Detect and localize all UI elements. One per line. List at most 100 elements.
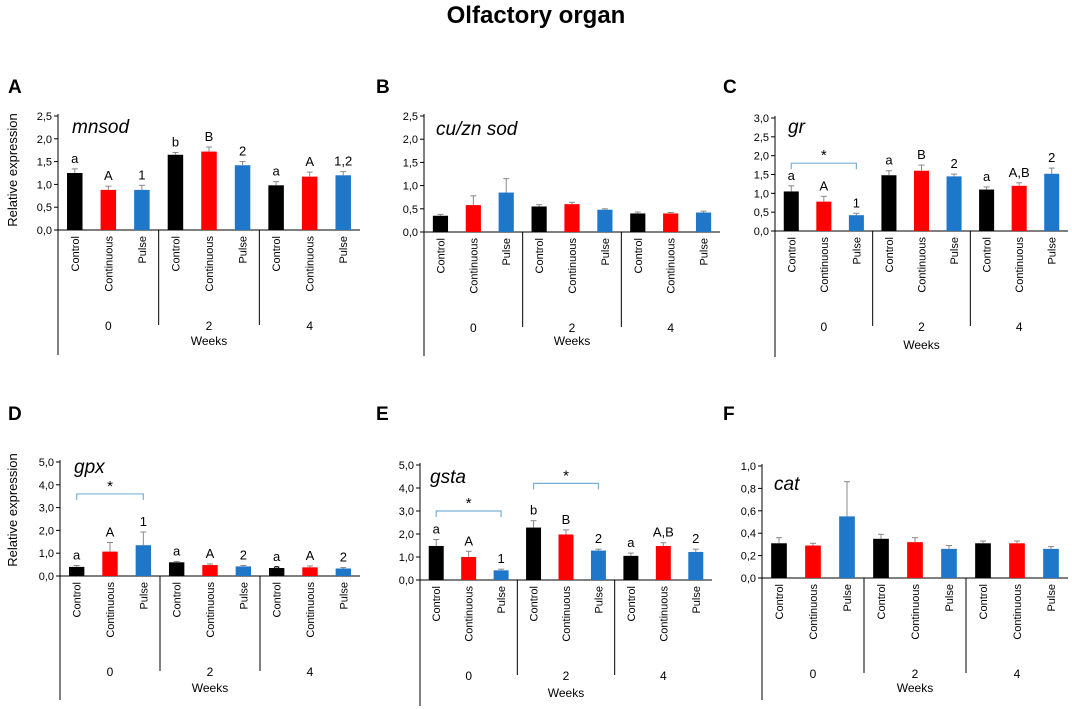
x-axis-label: Weeks <box>897 681 933 695</box>
bar-pulse <box>946 176 962 231</box>
panel-C: Cgr 0,0 0,5 1,0 1,5 2,0 2,5 3,0 0 a Control A Contin… <box>723 77 1068 357</box>
figure-title: Olfactory organ <box>446 2 626 29</box>
y-tick-label: 0,5 <box>403 204 418 216</box>
panel-letter: D <box>8 404 22 425</box>
group-label: 0 <box>105 319 112 333</box>
y-tick-label: 0,0 <box>741 573 756 585</box>
significance-label: 1 <box>138 167 145 182</box>
category-label: Pulse <box>699 238 711 266</box>
category-label: Continuous <box>910 584 922 640</box>
y-tick-label: 2,5 <box>37 111 52 123</box>
category-label: Continuous <box>666 238 678 294</box>
significance-label: 1 <box>853 195 860 210</box>
bar-pulse <box>498 192 514 232</box>
bar-continuous <box>907 542 923 578</box>
category-label: Control <box>272 582 284 617</box>
category-label: Pulse <box>593 586 605 614</box>
bar-control <box>630 213 646 232</box>
group-label: 0 <box>465 669 472 683</box>
significance-label: a <box>71 151 79 166</box>
bracket-star: * <box>563 467 569 484</box>
category-label: Pulse <box>238 582 250 610</box>
y-tick-label: 0,0 <box>754 226 769 238</box>
y-tick-label: 0,6 <box>741 506 756 518</box>
bar-continuous <box>100 189 117 230</box>
y-tick-label: 1,0 <box>403 181 418 193</box>
bar-pulse <box>695 212 712 232</box>
category-label: Pulse <box>338 582 350 610</box>
bar-control <box>783 191 799 231</box>
group-label: 2 <box>569 321 576 335</box>
significance-label: a <box>627 535 635 550</box>
gene-label: gpx <box>74 457 106 478</box>
y-axis-label: Relative expression <box>5 113 20 226</box>
significance-label: 2 <box>692 531 699 546</box>
category-label: Pulse <box>842 584 854 612</box>
group-label: 2 <box>207 665 214 679</box>
y-tick-label: 1,5 <box>37 157 52 169</box>
significance-label: 2 <box>239 144 246 159</box>
y-tick-label: 1,0 <box>754 188 769 200</box>
bar-control <box>67 173 83 230</box>
bar-control <box>771 543 787 578</box>
y-tick-label: 0,4 <box>741 528 756 540</box>
gene-label: gsta <box>430 467 466 488</box>
category-label: Control <box>982 237 994 272</box>
bar-pulse <box>1044 173 1060 231</box>
significance-label: a <box>273 561 281 576</box>
gene-label: mnsod <box>72 117 130 138</box>
bar-control <box>979 189 995 231</box>
significance-label: A,B <box>1009 165 1030 180</box>
category-label: Continuous <box>468 238 480 294</box>
significance-bracket <box>790 162 857 170</box>
bar-control <box>428 545 444 580</box>
significance-label: A <box>819 178 828 193</box>
bar-control <box>268 185 284 230</box>
bar-pulse <box>235 566 252 576</box>
group-label: 0 <box>107 665 114 679</box>
significance-label: 1 <box>497 551 504 566</box>
significance-bracket <box>532 482 600 490</box>
y-tick-label: 3,0 <box>39 503 54 515</box>
y-tick-label: 1,0 <box>741 461 756 473</box>
category-label: Control <box>172 582 184 617</box>
bar-continuous <box>1011 185 1027 231</box>
significance-label: 2 <box>340 550 347 565</box>
bar-pulse <box>335 175 351 230</box>
x-axis-label: Weeks <box>192 681 228 695</box>
y-tick-label: 2,0 <box>754 151 769 163</box>
significance-label: a <box>885 153 893 168</box>
significance-label: a <box>272 164 280 179</box>
significance-bracket <box>435 510 502 517</box>
group-label: 4 <box>660 669 667 683</box>
panel-B: Bcu/zn sod 0,0 0,5 1,0 1,5 2,0 2,5 0 Control Cont… <box>376 77 720 356</box>
bar-continuous <box>564 204 580 232</box>
significance-label: A <box>305 154 314 169</box>
bar-control <box>526 527 542 580</box>
bar-continuous <box>301 176 318 230</box>
bar-continuous <box>816 201 832 231</box>
bar-continuous <box>655 545 671 580</box>
category-label: Pulse <box>338 236 350 264</box>
group-label: 2 <box>918 320 925 334</box>
category-label: Pulse <box>501 238 513 266</box>
group-label: 0 <box>820 320 827 334</box>
y-tick-label: 5,0 <box>39 457 54 469</box>
y-tick-label: 0,8 <box>741 483 756 495</box>
category-label: Pulse <box>944 584 956 612</box>
group-label: 2 <box>912 667 919 681</box>
category-label: Control <box>978 584 990 619</box>
group-label: 4 <box>667 321 674 335</box>
category-label: Pulse <box>138 582 150 610</box>
bar-pulse <box>590 550 606 580</box>
panel-letter: C <box>723 77 737 98</box>
bar-pulse <box>135 545 152 576</box>
category-label: Pulse <box>1046 584 1058 612</box>
bar-continuous <box>102 551 118 576</box>
category-label: Control <box>786 237 798 272</box>
significance-label: A <box>464 533 473 548</box>
category-label: Pulse <box>691 586 703 614</box>
